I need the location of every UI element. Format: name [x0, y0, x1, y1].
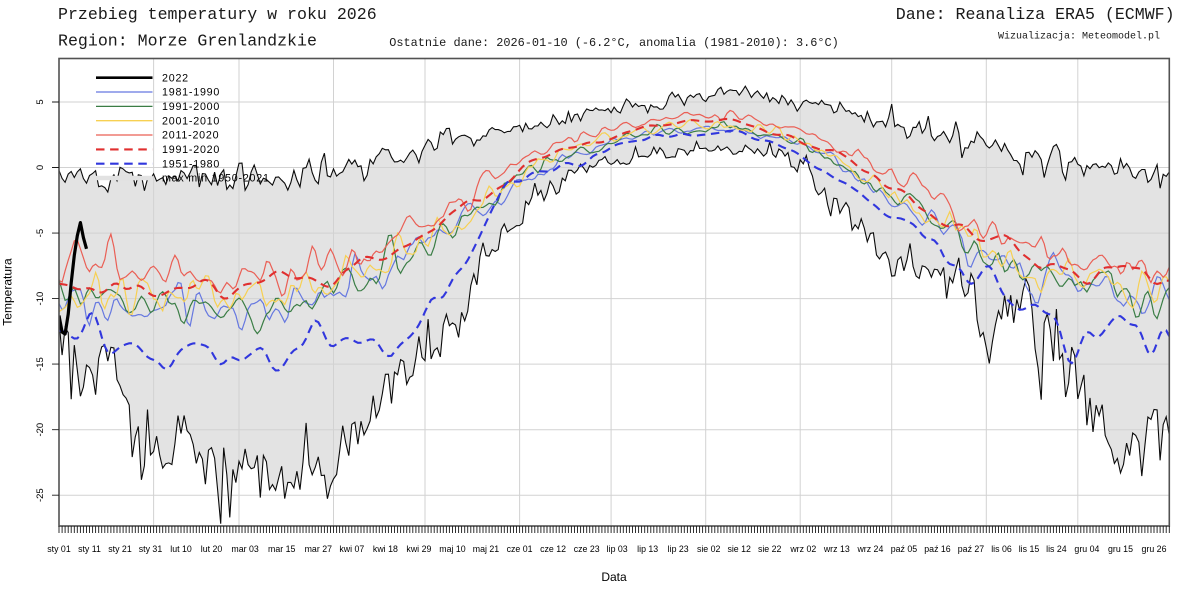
svg-text:Temperatura: Temperatura: [1, 258, 15, 326]
svg-text:-20: -20: [35, 423, 46, 437]
svg-text:2022: 2022: [162, 72, 189, 84]
svg-text:mar 15: mar 15: [268, 544, 295, 554]
svg-text:5: 5: [35, 99, 46, 104]
svg-text:maj 21: maj 21: [473, 544, 500, 554]
svg-text:maj 10: maj 10: [439, 544, 466, 554]
svg-text:1991-2000: 1991-2000: [162, 101, 220, 113]
svg-text:lut 10: lut 10: [170, 544, 192, 554]
svg-text:gru 26: gru 26: [1142, 544, 1167, 554]
svg-text:Przebieg temperatury w roku 20: Przebieg temperatury w roku 2026: [58, 5, 377, 24]
svg-text:lip 13: lip 13: [637, 544, 658, 554]
svg-text:kwi 07: kwi 07: [339, 544, 364, 554]
svg-text:paź 16: paź 16: [924, 544, 951, 554]
svg-text:kwi 18: kwi 18: [373, 544, 398, 554]
svg-text:max min 1950-2021: max min 1950-2021: [162, 173, 270, 185]
svg-text:paź 27: paź 27: [958, 544, 985, 554]
svg-text:Wizualizacja: Meteomodel.pl: Wizualizacja: Meteomodel.pl: [998, 31, 1160, 43]
svg-text:lis 06: lis 06: [991, 544, 1012, 554]
svg-text:kwi 29: kwi 29: [406, 544, 431, 554]
svg-text:paź 05: paź 05: [891, 544, 918, 554]
svg-text:Region: Morze Grenlandzkie: Region: Morze Grenlandzkie: [58, 32, 317, 51]
svg-text:mar 03: mar 03: [231, 544, 258, 554]
svg-text:sty 31: sty 31: [139, 544, 163, 554]
svg-text:gru 04: gru 04: [1074, 544, 1099, 554]
svg-text:2011-2020: 2011-2020: [162, 130, 219, 142]
svg-text:sie 02: sie 02: [697, 544, 721, 554]
svg-text:sty 11: sty 11: [78, 544, 101, 554]
svg-text:lip 23: lip 23: [668, 544, 689, 554]
svg-text:wrz 13: wrz 13: [823, 544, 850, 554]
svg-text:cze 01: cze 01: [507, 544, 533, 554]
svg-text:lip 03: lip 03: [607, 544, 628, 554]
svg-text:1951-1980: 1951-1980: [162, 158, 220, 170]
svg-text:Dane: Reanaliza ERA5 (ECMWF): Dane: Reanaliza ERA5 (ECMWF): [896, 5, 1175, 24]
svg-text:sie 12: sie 12: [727, 544, 751, 554]
svg-text:gru 15: gru 15: [1108, 544, 1133, 554]
svg-text:-15: -15: [35, 357, 46, 371]
svg-text:2001-2010: 2001-2010: [162, 115, 220, 127]
svg-text:cze 12: cze 12: [540, 544, 566, 554]
svg-text:0: 0: [35, 165, 46, 170]
svg-text:lut 20: lut 20: [201, 544, 223, 554]
svg-text:wrz 24: wrz 24: [856, 544, 883, 554]
svg-text:1981-1990: 1981-1990: [162, 87, 220, 99]
svg-text:sty 21: sty 21: [108, 544, 132, 554]
svg-text:-10: -10: [35, 292, 46, 306]
svg-text:sty 01: sty 01: [47, 544, 71, 554]
svg-text:Ostatnie dane: 2026-01-10 (-6.: Ostatnie dane: 2026-01-10 (-6.2°C, anoma…: [389, 36, 839, 50]
svg-text:1991-2020: 1991-2020: [162, 144, 220, 156]
svg-text:sie 22: sie 22: [758, 544, 782, 554]
svg-text:lis 15: lis 15: [1019, 544, 1040, 554]
svg-text:lis 24: lis 24: [1046, 544, 1067, 554]
svg-text:cze 23: cze 23: [574, 544, 600, 554]
svg-text:Data: Data: [601, 570, 627, 584]
svg-text:wrz 02: wrz 02: [789, 544, 816, 554]
svg-text:mar 27: mar 27: [305, 544, 332, 554]
svg-text:-5: -5: [35, 229, 46, 237]
svg-text:-25: -25: [35, 488, 46, 502]
